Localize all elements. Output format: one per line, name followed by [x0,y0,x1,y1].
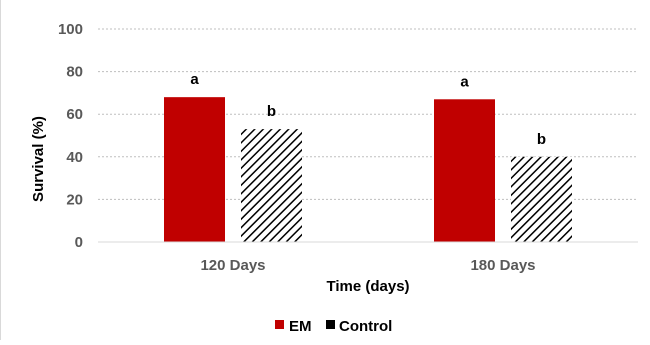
bars [164,97,572,242]
y-tick-label-3: 60 [66,106,83,123]
legend-label-em: EM [289,318,312,335]
y-tick-label-1: 20 [66,191,83,208]
data-labels: a b a b [190,71,546,148]
data-label-em-0: a [190,71,199,88]
x-axis-ticks: 120 Days 180 Days [200,257,535,274]
data-label-em-1: a [460,73,469,90]
data-label-control-0: b [267,103,276,120]
legend-label-control: Control [339,318,392,335]
legend-swatch-control [326,320,335,329]
y-tick-label-0: 0 [75,234,83,251]
y-tick-label-4: 80 [66,64,83,81]
x-axis-title: Time (days) [326,278,409,295]
data-label-control-1: b [537,131,546,148]
bar-em-1 [434,99,495,242]
y-axis-title: Survival (%) [30,116,47,202]
y-tick-label-5: 100 [58,21,83,38]
bar-control-0 [241,129,302,242]
x-tick-label-0: 120 Days [200,257,265,274]
legend: EM Control [275,318,392,335]
legend-swatch-em [275,320,284,329]
y-tick-label-2: 40 [66,149,83,166]
x-tick-label-1: 180 Days [470,257,535,274]
y-axis-ticks: 0 20 40 60 80 100 [58,21,83,251]
bar-control-1 [511,156,572,242]
bar-em-0 [164,97,225,242]
